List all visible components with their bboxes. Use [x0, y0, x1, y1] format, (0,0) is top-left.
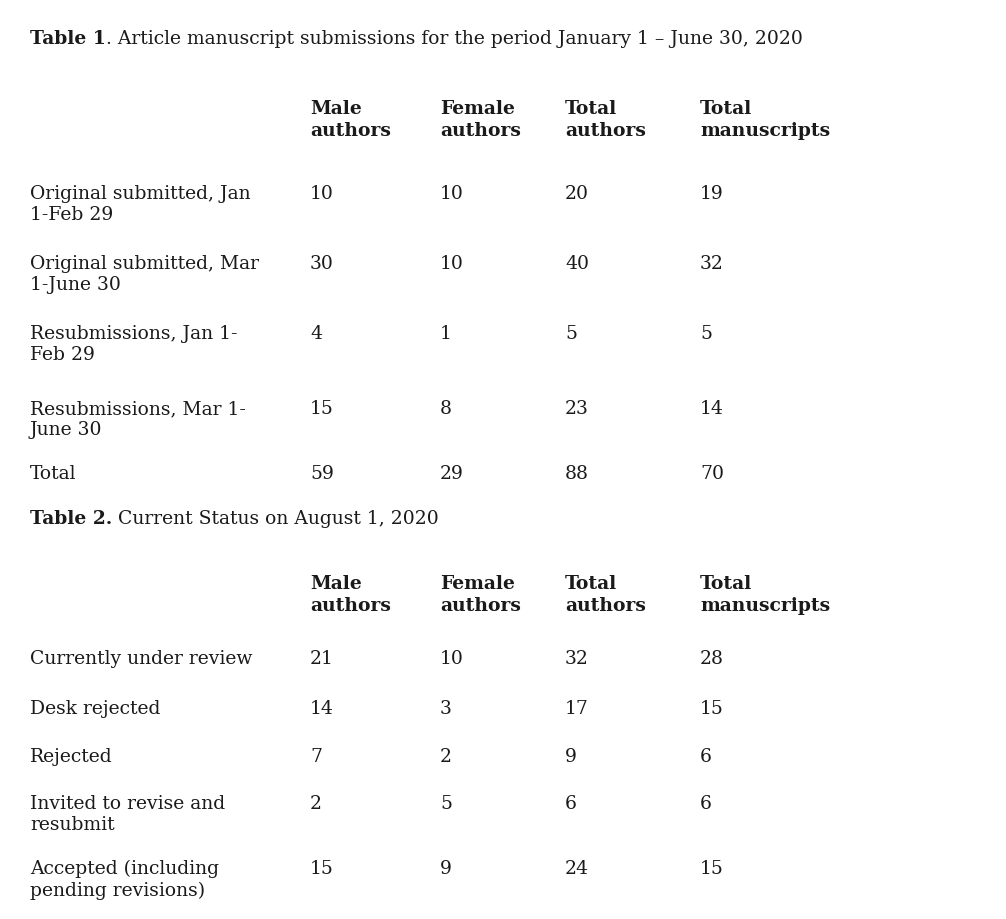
Text: Invited to revise and
resubmit: Invited to revise and resubmit: [30, 794, 225, 834]
Text: 30: 30: [310, 255, 334, 273]
Text: Total: Total: [30, 464, 76, 482]
Text: 7: 7: [310, 747, 322, 766]
Text: 23: 23: [565, 400, 589, 417]
Text: 10: 10: [440, 255, 464, 273]
Text: Original submitted, Mar
1-June 30: Original submitted, Mar 1-June 30: [30, 255, 259, 294]
Text: 15: 15: [700, 699, 724, 717]
Text: Total
manuscripts: Total manuscripts: [700, 100, 830, 140]
Text: 28: 28: [700, 650, 724, 667]
Text: 6: 6: [700, 747, 712, 766]
Text: 17: 17: [565, 699, 589, 717]
Text: 2: 2: [440, 747, 452, 766]
Text: Female
authors: Female authors: [440, 574, 521, 615]
Text: 20: 20: [565, 185, 589, 203]
Text: 5: 5: [440, 794, 452, 812]
Text: 21: 21: [310, 650, 334, 667]
Text: Original submitted, Jan
1-Feb 29: Original submitted, Jan 1-Feb 29: [30, 185, 250, 224]
Text: 5: 5: [700, 324, 712, 343]
Text: 6: 6: [565, 794, 576, 812]
Text: 9: 9: [565, 747, 576, 766]
Text: 2: 2: [310, 794, 322, 812]
Text: 32: 32: [700, 255, 724, 273]
Text: 14: 14: [310, 699, 334, 717]
Text: 10: 10: [440, 185, 464, 203]
Text: 40: 40: [565, 255, 589, 273]
Text: Desk rejected: Desk rejected: [30, 699, 160, 717]
Text: Male
authors: Male authors: [310, 574, 391, 615]
Text: Total
manuscripts: Total manuscripts: [700, 574, 830, 615]
Text: 70: 70: [700, 464, 724, 482]
Text: 3: 3: [440, 699, 452, 717]
Text: 6: 6: [700, 794, 712, 812]
Text: Table 1: Table 1: [30, 30, 106, 48]
Text: 24: 24: [565, 859, 589, 877]
Text: 9: 9: [440, 859, 452, 877]
Text: Currently under review: Currently under review: [30, 650, 253, 667]
Text: Female
authors: Female authors: [440, 100, 521, 140]
Text: Total
authors: Total authors: [565, 100, 646, 140]
Text: Accepted (including
pending revisions): Accepted (including pending revisions): [30, 859, 219, 899]
Text: 1: 1: [440, 324, 452, 343]
Text: Rejected: Rejected: [30, 747, 113, 766]
Text: 88: 88: [565, 464, 589, 482]
Text: 10: 10: [440, 650, 464, 667]
Text: Resubmissions, Mar 1-
June 30: Resubmissions, Mar 1- June 30: [30, 400, 245, 439]
Text: 15: 15: [700, 859, 724, 877]
Text: Resubmissions, Jan 1-
Feb 29: Resubmissions, Jan 1- Feb 29: [30, 324, 237, 364]
Text: 15: 15: [310, 859, 334, 877]
Text: 19: 19: [700, 185, 723, 203]
Text: 4: 4: [310, 324, 322, 343]
Text: 15: 15: [310, 400, 334, 417]
Text: 14: 14: [700, 400, 724, 417]
Text: Current Status on August 1, 2020: Current Status on August 1, 2020: [113, 509, 439, 528]
Text: 59: 59: [310, 464, 334, 482]
Text: Total
authors: Total authors: [565, 574, 646, 615]
Text: 32: 32: [565, 650, 589, 667]
Text: 10: 10: [310, 185, 334, 203]
Text: 8: 8: [440, 400, 452, 417]
Text: 5: 5: [565, 324, 577, 343]
Text: . Article manuscript submissions for the period January 1 – June 30, 2020: . Article manuscript submissions for the…: [106, 30, 803, 48]
Text: Table 2.: Table 2.: [30, 509, 113, 528]
Text: 29: 29: [440, 464, 464, 482]
Text: Male
authors: Male authors: [310, 100, 391, 140]
